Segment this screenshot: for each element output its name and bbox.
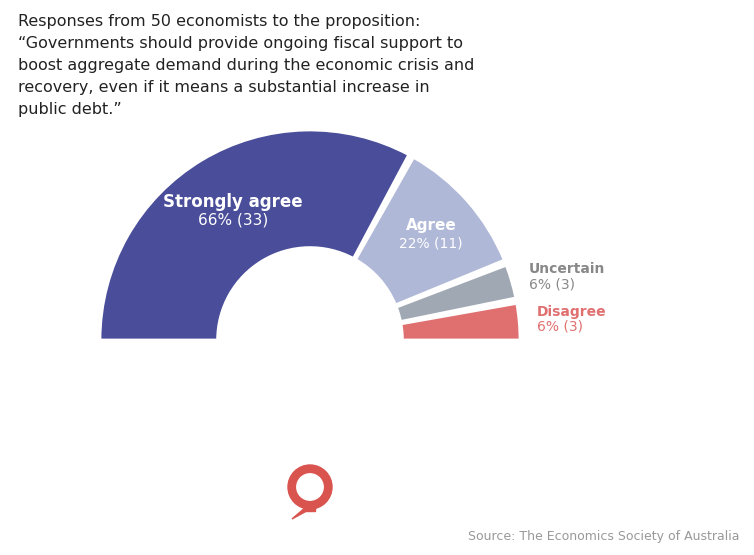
Text: Responses from 50 economists to the proposition:: Responses from 50 economists to the prop… [18,14,421,29]
Text: 6% (3): 6% (3) [529,278,575,291]
Polygon shape [305,505,315,511]
Wedge shape [401,304,520,340]
Text: boost aggregate demand during the economic crisis and: boost aggregate demand during the econom… [18,58,474,73]
Wedge shape [356,157,504,305]
Text: Uncertain: Uncertain [529,263,605,276]
Wedge shape [397,265,516,321]
Text: public debt.”: public debt.” [18,102,121,117]
Text: Disagree: Disagree [537,305,607,319]
Text: “Governments should provide ongoing fiscal support to: “Governments should provide ongoing fisc… [18,36,463,51]
Text: 22% (11): 22% (11) [399,236,463,250]
Text: 66% (33): 66% (33) [198,213,268,228]
Polygon shape [292,507,314,519]
Text: Strongly agree: Strongly agree [163,193,303,211]
Text: Source: The Economics Society of Australia: Source: The Economics Society of Austral… [467,530,739,543]
Text: recovery, even if it means a substantial increase in: recovery, even if it means a substantial… [18,80,430,95]
Circle shape [297,474,323,500]
Wedge shape [100,130,409,340]
Text: Agree: Agree [406,218,456,233]
Circle shape [288,465,332,509]
Text: 6% (3): 6% (3) [537,320,583,334]
